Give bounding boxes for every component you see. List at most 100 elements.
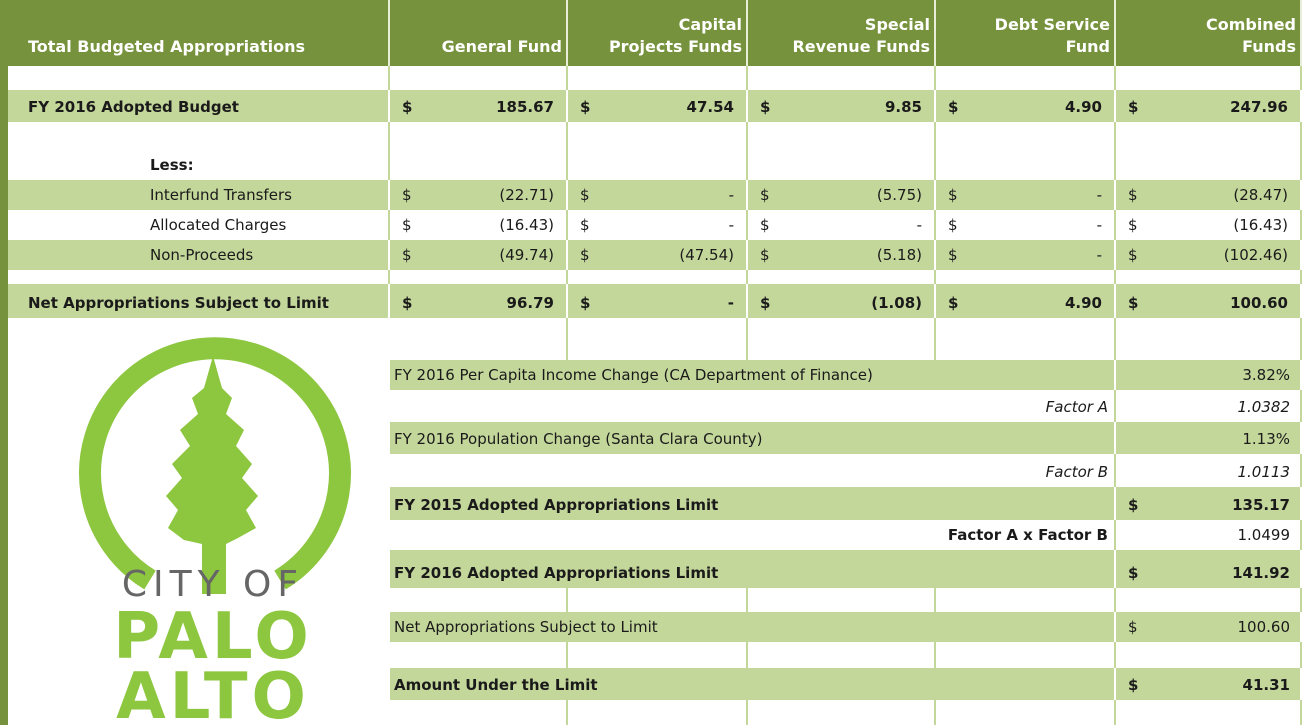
row-cell	[936, 240, 1116, 270]
blank-cell	[1116, 270, 1302, 284]
currency: $	[1128, 246, 1138, 264]
row-cell	[8, 240, 390, 270]
header-column: Revenue Funds	[792, 37, 930, 56]
limit-value: 100.60	[1237, 618, 1291, 636]
currency: $	[1128, 216, 1138, 234]
limit-value-cell	[1116, 668, 1302, 700]
header-cell	[390, 0, 568, 66]
row-cell	[748, 122, 936, 180]
row-cell	[936, 210, 1116, 240]
currency: $	[580, 186, 590, 204]
limit-label-cell	[390, 487, 1116, 520]
currency: $	[402, 246, 412, 264]
blank-cell	[390, 318, 568, 360]
limit-label-cell	[390, 390, 1116, 422]
amount: 9.85	[884, 98, 922, 116]
amount: -	[916, 216, 922, 234]
blank-cell	[568, 66, 748, 90]
currency: $	[948, 246, 958, 264]
row-cell	[1116, 210, 1302, 240]
currency: $	[1128, 186, 1138, 204]
logo-tree	[166, 356, 258, 594]
currency: $	[402, 294, 413, 312]
limit-label: FY 2016 Per Capita Income Change (CA Dep…	[394, 366, 873, 384]
limit-value: 1.13%	[1242, 430, 1290, 448]
header-column: Special	[864, 15, 930, 34]
blank-cell	[8, 270, 390, 284]
limit-value: 1.0382	[1237, 398, 1291, 416]
amount: (28.47)	[1233, 186, 1288, 204]
blank-cell	[568, 642, 748, 668]
row-cell	[8, 284, 390, 318]
amount: (49.74)	[499, 246, 554, 264]
limit-value-cell	[1116, 612, 1302, 642]
currency: $	[760, 246, 770, 264]
blank-cell	[936, 588, 1116, 612]
row-cell	[390, 90, 568, 122]
currency: $	[1128, 294, 1139, 312]
limit-label: FY 2015 Adopted Appropriations Limit	[394, 496, 719, 514]
currency: $	[580, 246, 590, 264]
blank-cell	[1116, 66, 1302, 90]
amount: -	[728, 216, 734, 234]
amount: (22.71)	[499, 186, 554, 204]
amount: 100.60	[1230, 294, 1288, 312]
currency: $	[948, 294, 959, 312]
limit-label: Amount Under the Limit	[394, 676, 598, 694]
limit-value-cell	[1116, 422, 1302, 454]
logo-ring	[79, 337, 351, 590]
row-cell	[1116, 240, 1302, 270]
row-label: Allocated Charges	[150, 216, 287, 234]
header-column: Combined	[1205, 15, 1296, 34]
row-cell	[1116, 90, 1302, 122]
blank-cell	[390, 642, 568, 668]
blank-cell	[936, 700, 1116, 725]
blank-cell	[568, 588, 748, 612]
limit-label: Factor B	[1045, 463, 1108, 481]
blank-cell	[936, 66, 1116, 90]
limit-value: 141.92	[1232, 564, 1290, 582]
limit-value: 3.82%	[1242, 366, 1290, 384]
amount: -	[728, 186, 734, 204]
limit-label: FY 2016 Population Change (Santa Clara C…	[394, 430, 763, 448]
blank-cell	[390, 66, 568, 90]
blank-cell	[390, 700, 568, 725]
amount: 96.79	[506, 294, 554, 312]
row-cell	[390, 284, 568, 318]
currency: $	[760, 216, 770, 234]
amount: (1.08)	[871, 294, 922, 312]
currency: $	[402, 216, 412, 234]
row-cell	[1116, 180, 1302, 210]
currency: $	[1128, 676, 1139, 694]
blank-cell	[390, 588, 568, 612]
header-column: Fund	[1065, 37, 1110, 56]
blank-cell	[568, 318, 748, 360]
currency: $	[1128, 496, 1139, 514]
row-cell	[390, 180, 568, 210]
blank-cell	[748, 270, 936, 284]
blank-cell	[936, 318, 1116, 360]
row-cell	[8, 90, 390, 122]
amount: (5.75)	[876, 186, 922, 204]
header-cell	[748, 0, 936, 66]
currency: $	[402, 186, 412, 204]
amount: (16.43)	[499, 216, 554, 234]
row-cell	[8, 122, 390, 180]
header-label: Total Budgeted Appropriations	[28, 37, 305, 56]
row-cell	[568, 240, 748, 270]
currency: $	[948, 98, 959, 116]
limit-value-cell	[1116, 520, 1302, 550]
row-cell	[8, 180, 390, 210]
row-cell	[568, 122, 748, 180]
currency: $	[948, 186, 958, 204]
row-label: Net Appropriations Subject to Limit	[28, 294, 329, 312]
blank-cell	[1116, 318, 1302, 360]
amount: (5.18)	[876, 246, 922, 264]
amount: -	[1096, 246, 1102, 264]
currency: $	[1128, 564, 1139, 582]
limit-label-cell	[390, 520, 1116, 550]
currency: $	[402, 98, 413, 116]
row-label: Less:	[150, 156, 194, 174]
amount: -	[727, 294, 734, 312]
